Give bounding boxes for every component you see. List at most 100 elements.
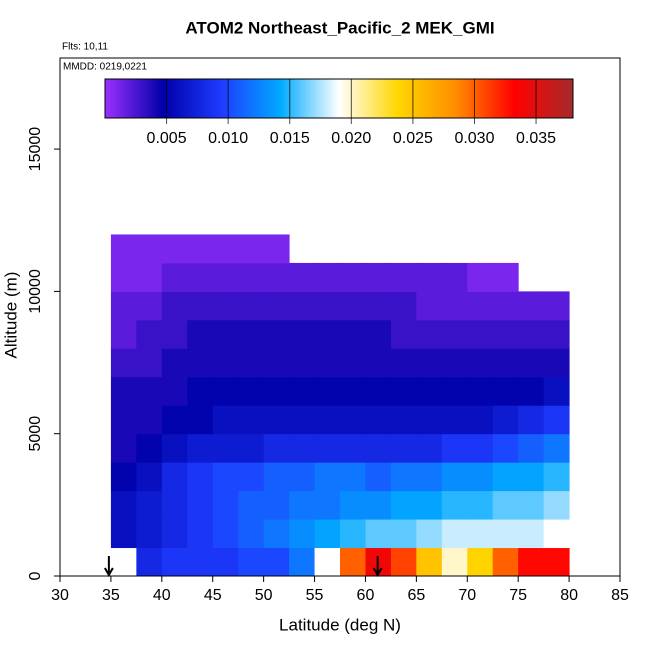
heat-cell xyxy=(492,433,519,463)
heat-cell xyxy=(110,405,137,435)
colorbar-tick-label: 0.005 xyxy=(147,130,187,147)
heat-cell xyxy=(340,405,366,435)
heat-cell xyxy=(161,376,188,406)
heat-cell xyxy=(543,376,570,406)
heat-cell xyxy=(263,376,290,406)
heat-cell xyxy=(518,348,545,378)
heat-cell xyxy=(238,291,265,321)
heat-cell xyxy=(543,291,570,321)
heat-cell xyxy=(543,519,570,549)
colorbar-tick-label: 0.035 xyxy=(516,130,556,147)
heat-cell xyxy=(518,319,545,349)
heat-cell xyxy=(289,262,316,292)
heat-cell xyxy=(212,519,239,549)
heat-cell xyxy=(212,348,239,378)
colorbar-tick-label: 0.020 xyxy=(331,130,371,147)
x-tick-label: 35 xyxy=(102,587,120,604)
heat-cell xyxy=(390,519,417,549)
x-tick-label: 50 xyxy=(255,587,273,604)
x-tick-label: 70 xyxy=(458,587,476,604)
heat-cell xyxy=(110,319,137,349)
heat-cell xyxy=(212,462,239,492)
heat-cell xyxy=(263,234,290,264)
heat-cell xyxy=(187,462,214,492)
heat-cell xyxy=(314,291,341,321)
heat-cell xyxy=(543,490,570,520)
heat-cell xyxy=(263,405,290,435)
heat-cell xyxy=(441,262,468,292)
x-tick-label: 85 xyxy=(611,587,629,604)
heat-cell xyxy=(467,547,494,577)
heat-cell xyxy=(518,547,545,577)
heat-cell xyxy=(416,319,443,349)
plot-frame xyxy=(59,57,621,577)
x-tick-label: 80 xyxy=(560,587,578,604)
heat-cell xyxy=(136,262,163,292)
heat-cell xyxy=(365,262,392,292)
heat-cell xyxy=(467,462,494,492)
heat-cell xyxy=(136,376,163,406)
heat-cell xyxy=(340,462,366,492)
chart-title: ATOM2 Northeast_Pacific_2 MEK_GMI xyxy=(185,18,494,37)
heat-cell xyxy=(390,291,417,321)
x-tick-label: 55 xyxy=(306,587,324,604)
heat-cell xyxy=(212,319,239,349)
y-tick-label: 10000 xyxy=(27,269,44,314)
heat-cell xyxy=(161,405,188,435)
heat-cell xyxy=(110,291,137,321)
heat-cell xyxy=(187,490,214,520)
colorbar-tick-label: 0.030 xyxy=(454,130,494,147)
annotation: MMDD: 0219,0221 xyxy=(63,62,147,73)
heat-cell xyxy=(441,519,468,549)
heat-cell xyxy=(314,319,341,349)
heat-cell xyxy=(518,376,545,406)
heat-cell xyxy=(492,490,519,520)
heat-cell xyxy=(340,376,366,406)
x-tick-label: 75 xyxy=(509,587,527,604)
heat-cell xyxy=(289,319,316,349)
heat-cell xyxy=(314,490,341,520)
heat-cell xyxy=(416,348,443,378)
heat-cell xyxy=(340,319,366,349)
heat-cell xyxy=(263,490,290,520)
heat-cell xyxy=(238,433,265,463)
heat-cell xyxy=(161,234,188,264)
heat-cell xyxy=(467,348,494,378)
heat-cell xyxy=(543,547,570,577)
heat-cell xyxy=(518,433,545,463)
heat-cell xyxy=(492,291,519,321)
heat-cell xyxy=(390,319,417,349)
y-axis-label: Altitude (m) xyxy=(1,272,20,359)
heat-cell xyxy=(136,405,163,435)
heat-cell xyxy=(390,348,417,378)
heat-cell xyxy=(518,519,545,549)
heat-cell xyxy=(187,319,214,349)
heat-cell xyxy=(187,348,214,378)
heat-cell xyxy=(390,262,417,292)
heat-cell xyxy=(441,291,468,321)
heat-cell xyxy=(314,433,341,463)
heat-cell xyxy=(365,433,392,463)
heat-cell xyxy=(263,519,290,549)
heat-cell xyxy=(110,462,137,492)
heat-cell xyxy=(289,376,316,406)
heat-cell xyxy=(365,376,392,406)
heat-cell xyxy=(289,462,316,492)
heat-cell xyxy=(212,490,239,520)
heat-cell xyxy=(492,405,519,435)
heat-cell xyxy=(238,405,265,435)
heat-cell xyxy=(289,547,316,577)
heat-cell xyxy=(441,405,468,435)
heat-cell xyxy=(161,519,188,549)
x-tick-label: 45 xyxy=(204,587,222,604)
heat-cell xyxy=(161,319,188,349)
heat-cell xyxy=(238,348,265,378)
heat-cell xyxy=(365,490,392,520)
heat-cell xyxy=(467,376,494,406)
heat-cell xyxy=(390,462,417,492)
heat-cell xyxy=(543,348,570,378)
heat-cell xyxy=(161,433,188,463)
heat-cell xyxy=(263,262,290,292)
heat-cell xyxy=(212,234,239,264)
heat-cell xyxy=(212,262,239,292)
